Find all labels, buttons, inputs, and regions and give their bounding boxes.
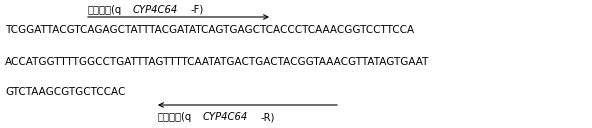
- Text: CYP4C64: CYP4C64: [202, 112, 247, 122]
- Text: TCGGATTACGTCAGAGCTATTTACGATATCAGTGAGCTCACCCTCAAACGGTCCTTCCA: TCGGATTACGTCAGAGCTATTTACGATATCAGTGAGCTCA…: [5, 25, 414, 35]
- Text: ACCATGGTTTTGGCCTGATTTAGTTTTCAATATGACTGACTACGGTAAACGTTATAGTGAAT: ACCATGGTTTTGGCCTGATTTAGTTTTCAATATGACTGAC…: [5, 57, 429, 67]
- Text: 正向引物(q: 正向引物(q: [88, 5, 123, 15]
- Text: 反向引物(q: 反向引物(q: [158, 112, 192, 122]
- Text: -F): -F): [191, 5, 204, 15]
- Text: CYP4C64: CYP4C64: [132, 5, 178, 15]
- Text: GTCTAAGCGTGCTCCAC: GTCTAAGCGTGCTCCAC: [5, 87, 126, 97]
- Text: -R): -R): [260, 112, 275, 122]
